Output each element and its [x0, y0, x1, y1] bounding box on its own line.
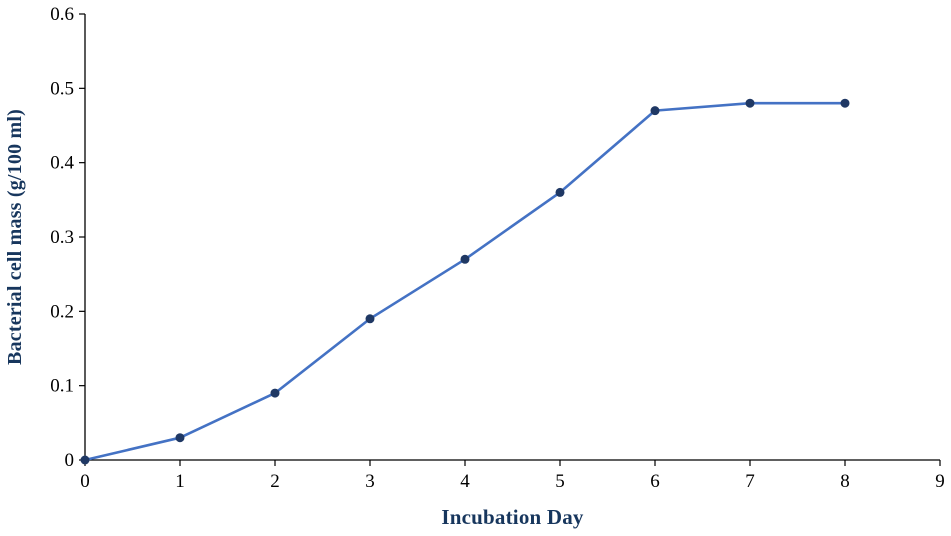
x-tick-label: 4 [460, 471, 470, 492]
x-tick-label: 1 [175, 471, 185, 492]
data-point [745, 98, 755, 108]
x-tick-label: 6 [650, 471, 660, 492]
y-tick-label: 0.5 [50, 78, 74, 99]
x-tick-label: 2 [270, 471, 280, 492]
data-point [175, 433, 185, 443]
x-tick-label: 8 [840, 471, 850, 492]
data-point [650, 106, 660, 116]
y-tick-label: 0.1 [50, 376, 74, 397]
data-point [80, 455, 90, 465]
x-tick-label: 3 [365, 471, 375, 492]
x-tick-label: 9 [935, 471, 945, 492]
data-point [365, 314, 375, 324]
data-point [270, 388, 280, 398]
y-axis-title: Bacterial cell mass (g/100 ml) [4, 109, 26, 365]
series-line [83, 101, 847, 462]
y-tick-label: 0.2 [50, 301, 74, 322]
data-point [460, 254, 470, 264]
x-tick-label: 0 [80, 471, 90, 492]
x-tick-label: 5 [555, 471, 565, 492]
data-point [555, 187, 565, 197]
x-tick-label: 7 [745, 471, 755, 492]
y-tick-label: 0.6 [50, 4, 74, 25]
y-tick-label: 0 [65, 450, 75, 471]
y-tick-label: 0.4 [50, 153, 74, 174]
x-axis-title: Incubation Day [441, 505, 584, 529]
data-point [840, 98, 850, 108]
y-tick-label: 0.3 [50, 227, 74, 248]
